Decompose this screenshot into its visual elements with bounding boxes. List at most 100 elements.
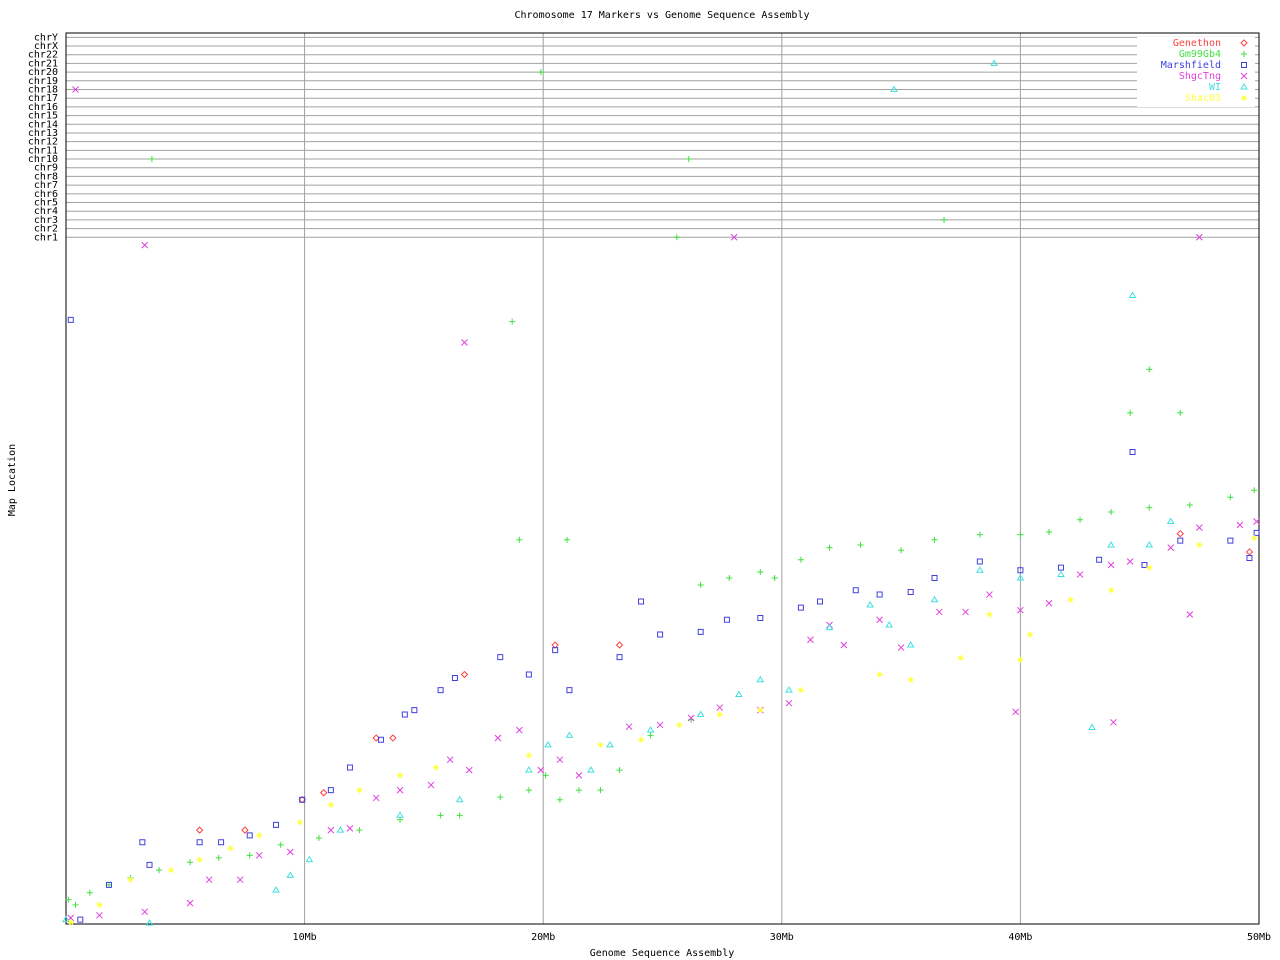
point [890, 85, 898, 93]
point [986, 591, 993, 598]
point [1127, 409, 1134, 416]
point [346, 764, 353, 771]
point [62, 915, 70, 923]
y-tick-label: chr4 [34, 206, 58, 217]
point [757, 707, 764, 714]
point [757, 568, 764, 575]
point [525, 787, 532, 794]
point [272, 886, 280, 893]
point [797, 556, 804, 563]
point [616, 654, 623, 661]
point [1246, 555, 1253, 562]
point [1110, 718, 1117, 726]
point [606, 740, 614, 748]
point [1107, 561, 1115, 569]
point [356, 827, 363, 834]
point [1129, 448, 1136, 455]
point [565, 731, 574, 738]
point [1108, 508, 1115, 515]
point [1126, 558, 1134, 565]
point [587, 766, 595, 773]
point [716, 704, 724, 711]
point [401, 711, 408, 718]
point [930, 595, 939, 603]
point [272, 821, 279, 828]
point [455, 795, 464, 803]
y-tick-label: chr6 [34, 189, 58, 200]
point [1045, 599, 1053, 607]
point [372, 794, 380, 802]
point [67, 919, 74, 926]
point [897, 644, 905, 651]
point [1146, 366, 1153, 373]
point [437, 812, 444, 819]
point [497, 794, 504, 801]
point [1016, 574, 1025, 581]
series [65, 69, 1258, 908]
point [286, 871, 295, 878]
point [907, 676, 914, 683]
point [411, 707, 418, 714]
point [1195, 524, 1203, 531]
point [797, 604, 804, 611]
point [65, 896, 72, 903]
point [1186, 611, 1194, 618]
point [976, 531, 983, 538]
point [1177, 409, 1184, 416]
point [1012, 708, 1019, 716]
point [139, 839, 146, 846]
point [726, 575, 733, 582]
point [625, 723, 633, 731]
point [145, 919, 154, 926]
point [196, 839, 203, 846]
point [857, 541, 864, 548]
x-tick-label: 30Mb [770, 932, 794, 943]
point [494, 734, 502, 742]
point [898, 547, 905, 554]
point [542, 772, 549, 779]
point [141, 908, 149, 916]
point [976, 558, 983, 565]
y-tick-label: chr15 [28, 111, 58, 122]
point [716, 711, 723, 718]
point [685, 156, 692, 163]
point [460, 670, 469, 679]
y-tick-label: chrY [34, 32, 58, 43]
point [205, 876, 213, 884]
point [1108, 587, 1115, 594]
y-tick-label: chr5 [34, 198, 58, 209]
point [962, 608, 969, 616]
point [990, 59, 999, 66]
point [756, 675, 765, 683]
point [986, 611, 993, 618]
point [552, 647, 559, 654]
legend-marker [1241, 51, 1247, 57]
point [396, 786, 404, 794]
y-tick-label: chr19 [28, 76, 58, 87]
series [67, 535, 1258, 926]
point [525, 752, 532, 759]
y-tick-label: chr14 [28, 119, 58, 130]
point [516, 536, 523, 543]
point [377, 736, 384, 743]
y-tick-label: chr17 [28, 93, 58, 104]
point [1195, 233, 1203, 241]
point [356, 787, 363, 794]
point [127, 876, 134, 883]
point [975, 566, 984, 573]
point [86, 889, 93, 896]
legend-marker [1240, 72, 1248, 80]
point [697, 581, 704, 588]
point [656, 721, 664, 729]
plot-border [65, 32, 1260, 925]
point [515, 726, 523, 734]
point [525, 766, 533, 773]
point [67, 316, 74, 323]
point [797, 687, 804, 694]
point [1096, 556, 1103, 563]
point [167, 867, 174, 874]
point [771, 575, 778, 582]
point [451, 674, 458, 681]
point [1146, 504, 1153, 511]
point [389, 734, 397, 742]
